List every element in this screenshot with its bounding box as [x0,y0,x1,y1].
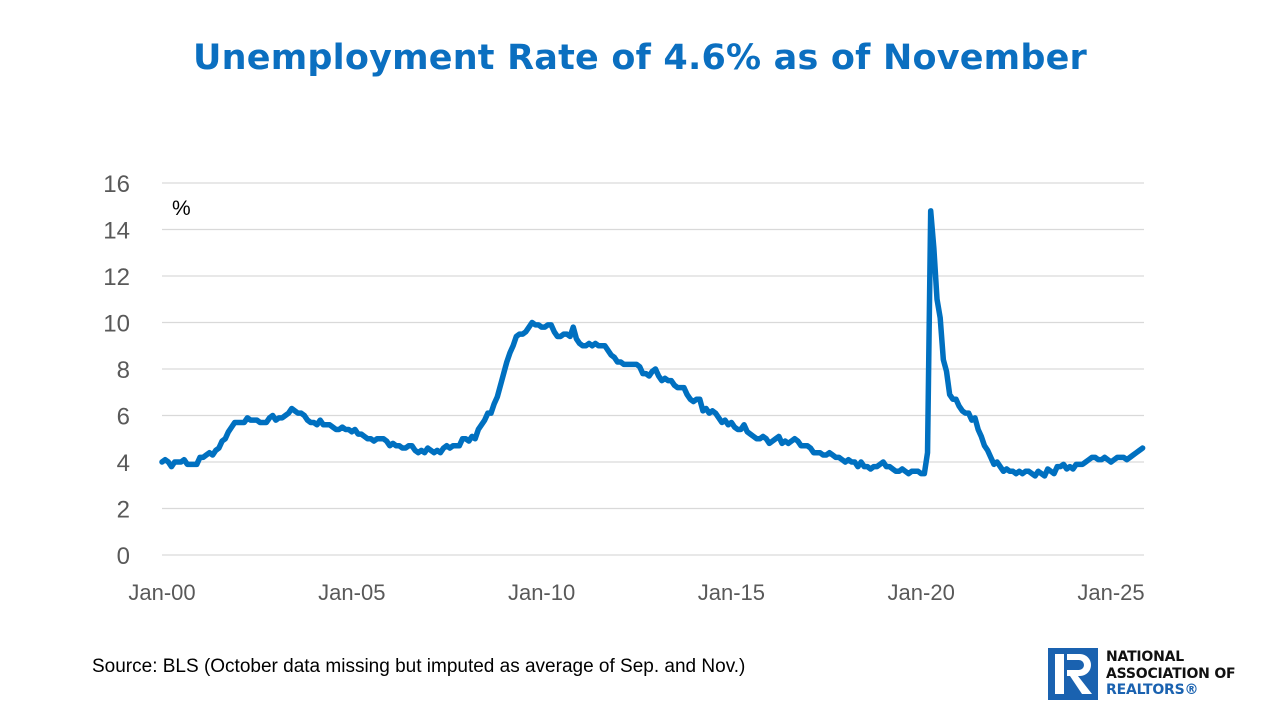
y-tick-label: 14 [103,218,130,245]
y-tick-label: 8 [117,357,130,384]
x-tick-label: Jan-25 [1077,580,1144,605]
y-tick-label: 12 [103,264,130,291]
y-axis-ticks: 0 2 4 6 8 10 12 14 16 [103,171,130,570]
x-axis-ticks: Jan-00 Jan-05 Jan-10 Jan-15 Jan-20 Jan-25 [128,580,1144,605]
x-tick-label: Jan-20 [888,580,955,605]
nar-logo: NATIONAL ASSOCIATION OF REALTORS® [1048,648,1268,700]
y-tick-label: 4 [117,450,130,477]
gridlines [162,182,1144,556]
y-unit-label: % [172,197,191,220]
x-tick-label: Jan-05 [318,580,385,605]
logo-line-2: ASSOCIATION OF [1106,665,1236,682]
y-tick-label: 10 [103,311,130,338]
y-tick-label: 0 [117,543,130,570]
chart-title: Unemployment Rate of 4.6% as of November [193,38,1087,78]
x-tick-label: Jan-00 [128,580,195,605]
y-tick-label: 16 [103,171,130,198]
source-note: Source: BLS (October data missing but im… [92,656,746,677]
logo-line-3: REALTORS® [1106,682,1199,698]
x-tick-label: Jan-15 [698,580,765,605]
x-tick-label: Jan-10 [508,580,575,605]
y-tick-label: 6 [117,404,130,431]
y-tick-label: 2 [117,497,130,524]
logo-line-1: NATIONAL [1106,649,1184,665]
realtor-r-logo-icon [1048,648,1098,700]
series-line-unemployment-rate [159,208,1146,479]
